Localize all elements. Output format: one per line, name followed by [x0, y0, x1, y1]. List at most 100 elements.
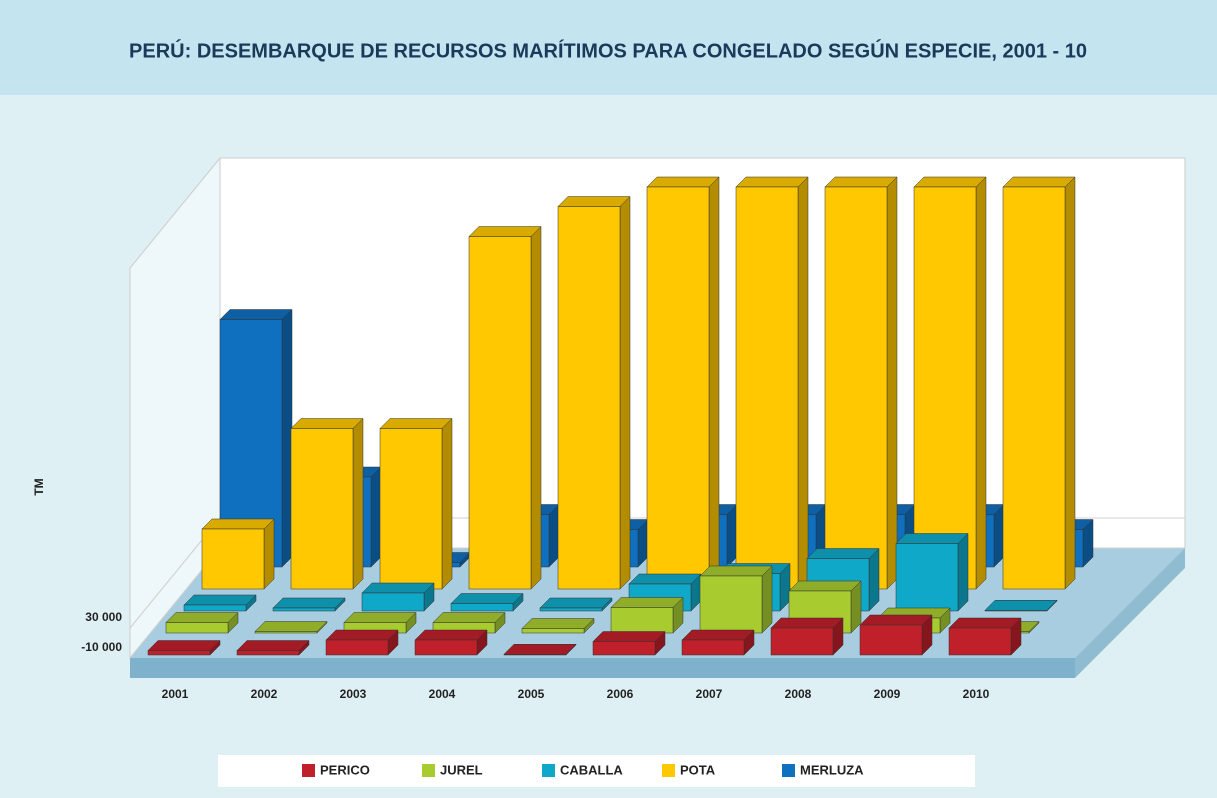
bar	[325, 629, 399, 656]
bar-top	[147, 640, 221, 651]
bar-side	[263, 518, 275, 590]
bar-front	[984, 610, 1048, 612]
x-tick-label: 2001	[162, 687, 189, 701]
bar-top	[788, 580, 862, 592]
bar	[201, 518, 275, 590]
bar-front	[895, 543, 959, 612]
bar-front	[521, 628, 585, 634]
bar-top	[646, 176, 720, 188]
bar-top	[681, 629, 755, 641]
floor-front	[130, 658, 1075, 678]
bar-top	[183, 594, 257, 606]
bar-front	[272, 607, 336, 612]
bar-side	[619, 195, 631, 590]
bar-front	[147, 650, 211, 656]
bar-top	[592, 631, 666, 642]
bar-front	[859, 624, 923, 656]
bar-top	[610, 597, 684, 608]
bar	[984, 599, 1058, 612]
bar	[913, 176, 987, 590]
bar	[432, 611, 506, 634]
legend-label: JUREL	[440, 762, 483, 777]
bar-front	[592, 641, 656, 656]
bar-front	[913, 186, 977, 590]
bar	[539, 597, 613, 612]
bar-side	[352, 417, 364, 590]
bar-front	[557, 206, 621, 590]
x-tick-label: 2007	[696, 687, 723, 701]
bar	[592, 630, 666, 656]
bar-top	[984, 600, 1058, 611]
bar-top	[806, 548, 880, 559]
bar-front	[646, 186, 710, 590]
bar-top	[735, 176, 809, 188]
bar-side	[1064, 176, 1076, 590]
bar-side	[868, 547, 880, 612]
bar	[254, 620, 328, 634]
x-tick-label: 2004	[429, 687, 456, 701]
bar-side	[370, 466, 382, 568]
bar	[1002, 176, 1076, 590]
bar-side	[975, 176, 987, 590]
bar-side	[281, 308, 293, 568]
bar-front	[681, 639, 745, 656]
bar	[272, 597, 346, 612]
bar-top	[468, 226, 542, 237]
bar-top	[770, 617, 844, 629]
bar	[468, 225, 542, 590]
bar	[361, 582, 435, 612]
bar-front	[379, 428, 443, 590]
bar	[610, 596, 684, 634]
bar	[165, 611, 239, 634]
bar	[770, 617, 844, 656]
x-tick-label: 2002	[251, 687, 278, 701]
bar-side	[797, 176, 809, 590]
bar-top	[503, 644, 577, 655]
bar	[521, 617, 595, 634]
legend-label: POTA	[680, 762, 716, 777]
x-tick-label: 2003	[340, 687, 367, 701]
legend-swatch	[662, 764, 675, 777]
bar-top	[343, 612, 417, 623]
bar-front	[699, 575, 763, 634]
bar-front	[165, 622, 229, 634]
x-tick-label: 2006	[607, 687, 634, 701]
bar	[450, 592, 524, 612]
bar	[699, 565, 773, 634]
bar-front	[503, 654, 567, 656]
y-axis-label: TM	[32, 478, 46, 495]
bar	[183, 594, 257, 612]
bar-top	[450, 593, 524, 604]
bar-top	[254, 621, 328, 632]
x-tick-label: 2010	[963, 687, 990, 701]
bar-top	[913, 176, 987, 188]
bar-front	[254, 631, 318, 634]
bar-top	[236, 640, 310, 651]
chart-title: PERÚ: DESEMBARQUE DE RECURSOS MARÍTIMOS …	[129, 38, 1087, 62]
bar-top	[539, 597, 613, 609]
bar-side	[993, 503, 1005, 568]
bar-top	[165, 612, 239, 623]
bar	[379, 417, 453, 590]
x-tick-label: 2005	[518, 687, 545, 701]
bar-front	[290, 428, 354, 590]
x-tick-label: 2008	[785, 687, 812, 701]
title-band	[0, 0, 1217, 95]
bar	[859, 614, 933, 656]
bar-front	[468, 236, 532, 590]
legend-swatch	[782, 764, 795, 777]
bar-side	[708, 176, 720, 590]
bar-top	[432, 612, 506, 623]
legend	[218, 755, 975, 787]
bar-side	[761, 565, 773, 634]
bar	[735, 176, 809, 590]
bar	[236, 639, 310, 656]
bar-front	[183, 604, 247, 612]
bar	[503, 643, 577, 656]
bar	[646, 176, 720, 590]
bar-top	[628, 573, 702, 585]
bar-front	[735, 186, 799, 590]
bar-front	[539, 607, 603, 612]
bar-front	[450, 603, 514, 612]
